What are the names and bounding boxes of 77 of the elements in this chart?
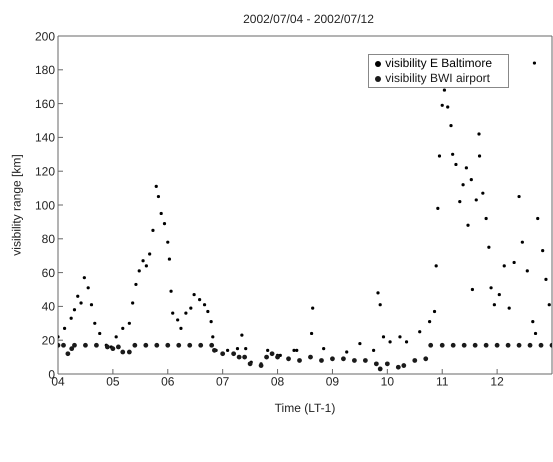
point — [423, 356, 428, 362]
y-tick-label: 200 — [34, 29, 56, 44]
point — [165, 342, 170, 348]
point — [538, 342, 544, 348]
point — [270, 351, 274, 356]
point — [412, 358, 418, 363]
point — [69, 346, 74, 352]
point — [275, 354, 280, 360]
y-tick-label: 40 — [42, 300, 56, 314]
point — [126, 350, 132, 354]
point — [308, 354, 313, 360]
point — [242, 354, 248, 360]
point — [528, 342, 532, 348]
point — [258, 363, 264, 368]
point — [286, 356, 291, 362]
y-axis-title: visibility range [km] — [9, 154, 24, 256]
point — [72, 342, 77, 348]
point — [384, 361, 390, 366]
point — [440, 342, 445, 348]
point — [83, 342, 88, 348]
x-tick-label: 10 — [380, 374, 394, 389]
point — [61, 342, 66, 348]
x-tick-label: 06 — [161, 374, 175, 389]
x-tick-label: 09 — [326, 374, 340, 389]
point — [132, 342, 138, 348]
point — [264, 354, 269, 360]
y-tick-label: 80 — [42, 232, 56, 246]
y-tick-label: 120 — [34, 164, 56, 178]
point — [120, 350, 126, 354]
point — [248, 361, 253, 366]
chart-title: 2002/07/04 - 2002/07/12 — [242, 12, 375, 26]
point — [374, 361, 379, 366]
x-tick-label: 07 — [216, 374, 230, 389]
point — [198, 342, 204, 348]
legend-label: visibility E Baltimore — [385, 56, 492, 70]
point — [187, 342, 192, 348]
point — [462, 342, 467, 348]
y-tick-label: 60 — [42, 266, 56, 280]
x-tick-label: 11 — [436, 374, 449, 389]
y-tick-label: 140 — [34, 130, 56, 145]
point — [516, 342, 522, 348]
legend-label: visibility BWI airport — [385, 71, 490, 85]
point — [494, 342, 500, 348]
point — [154, 342, 160, 348]
point — [231, 351, 236, 356]
x-tick-label: 05 — [106, 374, 120, 389]
point — [176, 342, 182, 348]
y-tick-label: 180 — [34, 63, 56, 78]
point — [472, 342, 478, 348]
x-tick-label: 08 — [270, 374, 285, 389]
x-axis-title: Time (LT-1) — [274, 401, 336, 415]
point — [143, 342, 148, 348]
point — [65, 351, 70, 356]
point — [450, 342, 456, 348]
point — [209, 342, 214, 348]
point — [236, 354, 242, 360]
point — [94, 342, 99, 348]
point — [220, 351, 226, 356]
point — [484, 342, 489, 348]
point — [352, 358, 357, 363]
point — [297, 358, 302, 363]
y-tick-label: 20 — [42, 333, 56, 348]
point — [362, 358, 368, 363]
x-tick-label: 12 — [490, 374, 504, 389]
point — [330, 356, 335, 362]
point — [110, 346, 116, 352]
point — [396, 364, 401, 370]
point — [319, 358, 324, 363]
point — [401, 363, 406, 368]
point — [341, 356, 346, 362]
y-tick-label: 100 — [34, 198, 56, 212]
point — [116, 344, 121, 350]
point — [105, 344, 110, 350]
point — [506, 342, 510, 348]
point — [378, 366, 383, 372]
y-tick-label: 160 — [34, 96, 56, 111]
point — [428, 342, 434, 348]
